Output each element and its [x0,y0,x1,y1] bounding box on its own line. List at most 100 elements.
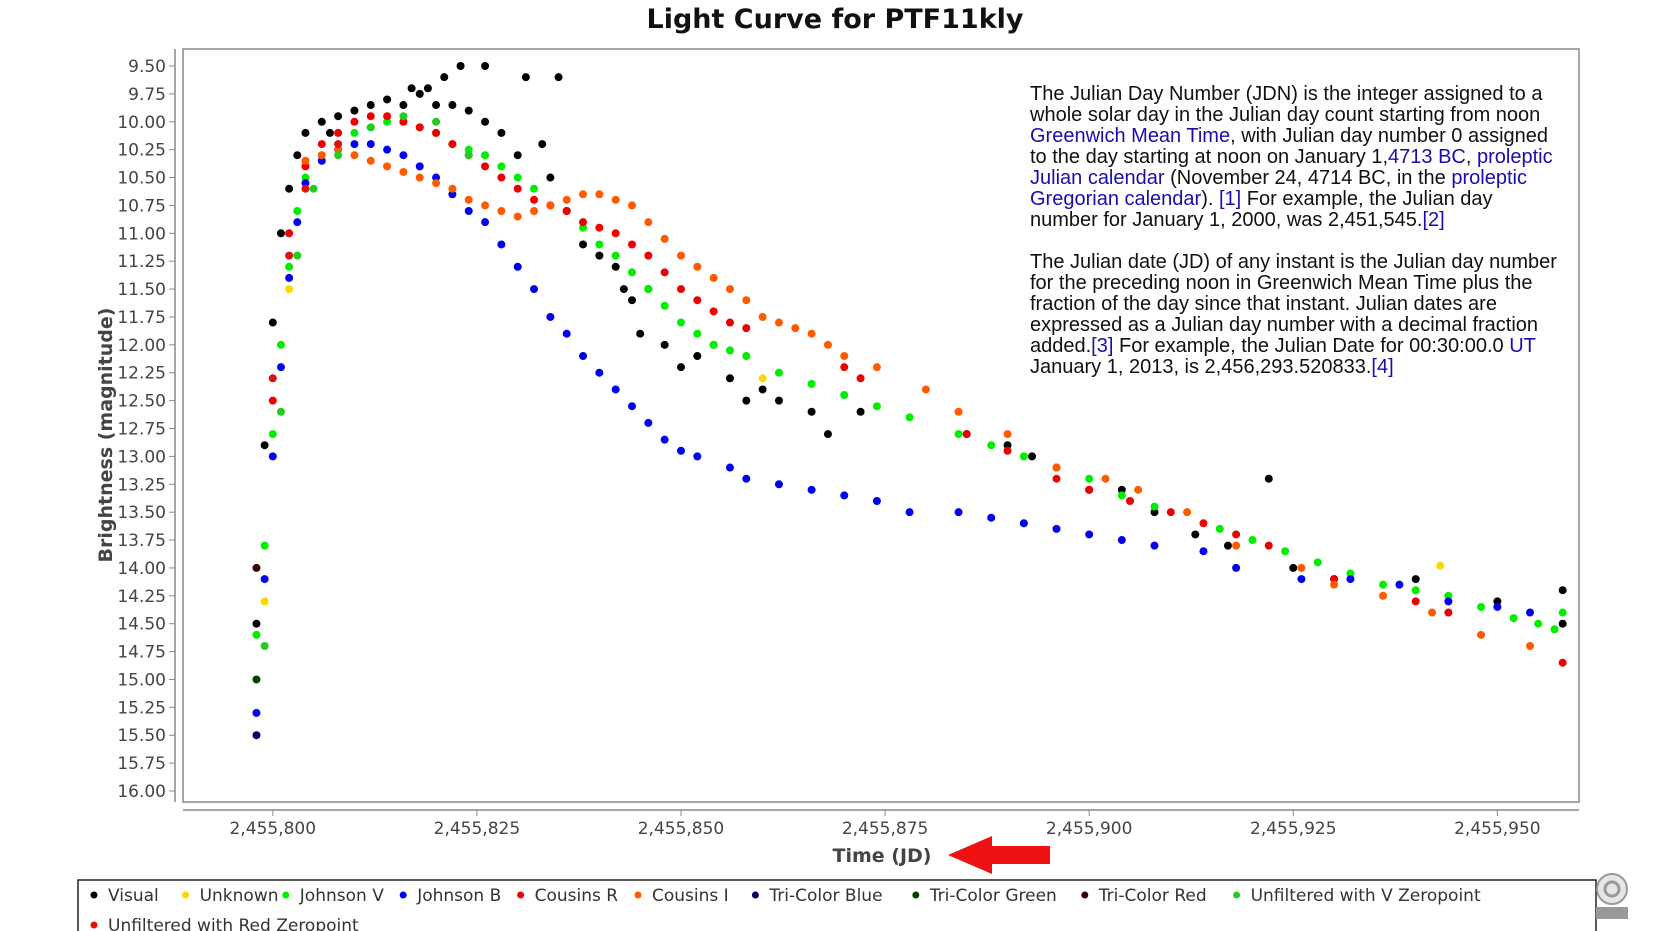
legend-marker [912,891,920,899]
data-point-cousins-r [660,268,669,277]
data-point-cousins-r [399,117,408,126]
data-point-cousins-i [1232,541,1241,550]
y-tick-label: 13.00 [117,447,166,467]
data-point-johnson-v [1215,524,1224,533]
data-point-cousins-i [628,201,637,210]
data-point-visual [1264,474,1273,483]
data-point-johnson-b [905,508,914,517]
data-point-johnson-b [268,452,277,461]
annotation-link[interactable]: Greenwich Mean Time [1030,125,1231,147]
data-point-johnson-v [350,128,359,137]
data-point-visual [325,128,334,137]
data-point-cousins-r [725,318,734,327]
data-point-cousins-r [962,430,971,439]
data-point-visual [856,407,865,416]
data-point-visual [521,73,530,82]
data-point-johnson-b [497,240,506,249]
data-point-cousins-r [350,117,359,126]
annotation-link[interactable]: [1] [1219,188,1242,210]
data-point-johnson-v [1550,625,1559,634]
annotation-link[interactable]: proleptic Gregorian calendar [1030,167,1527,210]
data-point-johnson-v [293,207,302,215]
annotation-link[interactable]: proleptic Julian calendar [1030,146,1553,189]
annotation-link[interactable]: [4] [1371,356,1394,378]
legend-entry: Cousins I [652,886,729,906]
data-point-unfiltered-with-v-zeropoint [464,151,473,160]
data-point-cousins-r [595,223,604,232]
x-axis-ticks: 2,455,800 2,455,825 2,455,850 2,455,875 2,45… [230,810,1541,839]
data-point-cousins-r [1052,474,1061,483]
data-point-visual [611,262,620,271]
y-axis-ticks: 9.50 9.75 10.00 10.25 10.50 10.75 11.00 11.25 11… [117,57,175,802]
legend-marker [751,891,759,899]
data-point-cousins-r [1264,541,1273,550]
x-tick-label: 2,455,925 [1250,819,1337,839]
data-point-cousins-i [1183,508,1192,517]
data-point-cousins-r [579,218,588,227]
data-point-cousins-i [725,285,734,294]
data-point-tri-color-red [252,563,261,572]
data-point-unfiltered-with-v-zeropoint [276,407,285,416]
y-tick-label: 14.50 [117,615,166,635]
y-tick-label: 15.75 [117,754,166,774]
data-point-cousins-r [1232,530,1241,539]
legend-entry: Johnson B [416,886,501,906]
data-point-unfiltered-with-v-zeropoint [293,251,302,260]
data-point-johnson-b [1444,597,1453,606]
data-point-cousins-i [823,340,832,349]
annotation-link[interactable]: [3] [1091,335,1114,357]
annotation-text: For example, the Julian Date for 00:30:0… [1113,335,1510,357]
data-point-cousins-i [742,296,751,305]
data-point-johnson-v [1411,586,1420,595]
data-point-johnson-b [742,474,751,483]
data-point-johnson-b [660,435,669,444]
data-point-visual [293,151,302,160]
data-point-johnson-b [1019,519,1028,528]
data-point-visual [399,101,408,110]
x-tick-label: 2,455,900 [1046,819,1133,839]
annotation-text: (November 24, 4714 BC, in the [1164,167,1452,189]
data-point-johnson-b [644,418,653,427]
data-point-johnson-v [954,430,963,439]
data-point-johnson-b [807,485,816,494]
chart-title: Light Curve for PTF11kly [646,4,1023,35]
data-point-johnson-b [293,218,302,227]
annotation-text: January 1, 2013, is 2,456,293.520833. [1030,356,1372,378]
y-tick-label: 15.00 [117,670,166,690]
data-point-cousins-i [432,179,441,188]
y-tick-label: 14.00 [117,559,166,579]
data-point-johnson-v [268,430,277,439]
data-point-johnson-v [693,329,702,338]
data-point-unknown [260,597,269,606]
y-tick-label: 14.75 [117,643,166,663]
data-point-cousins-i [921,385,930,394]
data-point-johnson-v [1558,608,1567,617]
data-point-johnson-b [546,312,555,321]
data-point-johnson-b [579,352,588,360]
data-point-visual [317,117,326,126]
data-point-cousins-i [611,195,620,204]
data-point-cousins-i [383,162,392,171]
data-point-johnson-b [276,363,285,372]
legend-marker [517,891,525,899]
data-point-johnson-b [383,145,392,154]
x-tick-label: 2,455,800 [230,819,317,839]
annotation-link[interactable]: [2] [1422,209,1445,231]
data-point-cousins-i [1003,430,1012,439]
data-point-johnson-b [987,513,996,522]
data-point-johnson-v [1444,591,1453,600]
data-point-johnson-b [1232,563,1241,572]
data-point-johnson-v [725,346,734,355]
data-point-cousins-i [709,273,718,282]
data-point-cousins-i [562,195,571,204]
data-point-cousins-r [513,184,522,193]
data-point-cousins-r [840,363,849,372]
data-point-johnson-b [676,446,685,455]
data-point-cousins-r [709,307,718,316]
annotation-link[interactable]: 4713 BC [1388,146,1466,168]
data-point-johnson-b [464,207,473,215]
annotation-link[interactable]: UT [1509,335,1536,357]
data-point-visual [742,396,751,405]
data-point-cousins-r [676,285,685,294]
